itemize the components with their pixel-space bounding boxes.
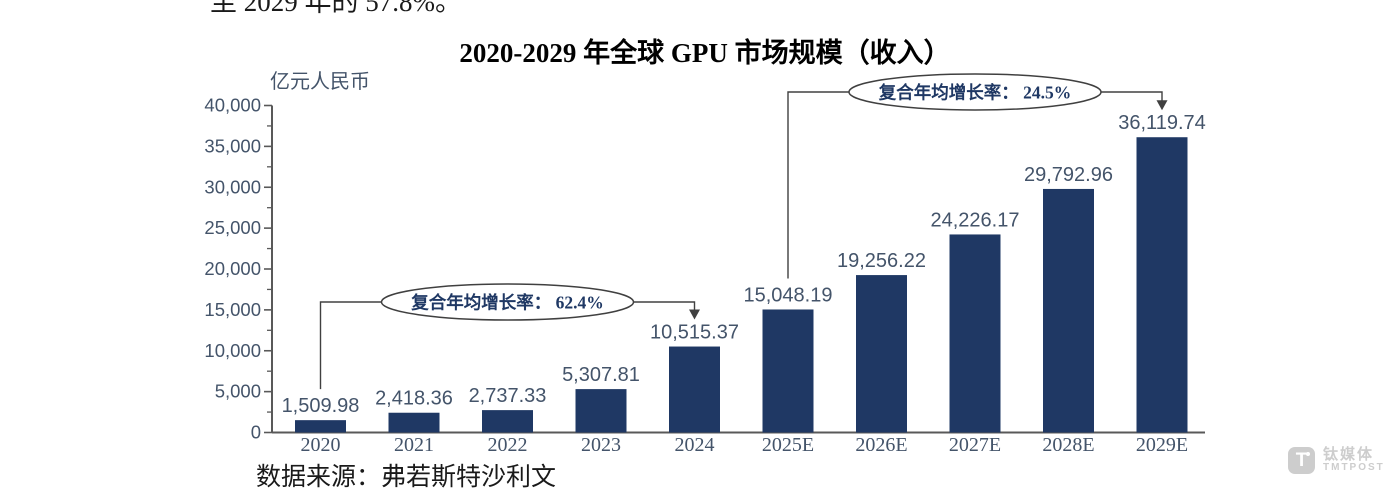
- watermark-cn: 钛媒体: [1323, 446, 1375, 463]
- bar-value-label-2025E: 15,048.19: [744, 284, 833, 306]
- x-category-label-2026E: 2026E: [855, 434, 907, 456]
- bar-value-label-2024: 10,515.37: [650, 322, 739, 344]
- logo-dot: [1306, 452, 1310, 456]
- bar-value-label-2028E: 29,792.96: [1024, 164, 1113, 186]
- x-category-label-2022: 2022: [488, 434, 528, 456]
- bar-value-label-2022: 2,737.33: [469, 385, 547, 407]
- y-tick-label: 25,000: [204, 217, 261, 238]
- bar-2024: [669, 346, 720, 433]
- annotation-ellipse: [380, 283, 635, 321]
- x-category-label-2024: 2024: [675, 434, 715, 456]
- watermark-text: 钛媒体 TMTPOST: [1323, 447, 1385, 474]
- bar-value-label-2026E: 19,256.22: [837, 250, 926, 272]
- x-category-label-2021: 2021: [394, 434, 434, 456]
- arrow-down-icon: [1156, 100, 1168, 111]
- y-tick-label: 20,000: [204, 258, 261, 279]
- bar-value-label-2027E: 24,226.17: [931, 209, 1020, 231]
- y-tick-label: 30,000: [204, 176, 261, 197]
- x-category-label-2020: 2020: [301, 434, 341, 456]
- x-category-label-2023: 2023: [581, 434, 621, 456]
- tmtpost-watermark: T 钛媒体 TMTPOST: [1288, 447, 1385, 474]
- data-source: 数据来源：弗若斯特沙利文: [256, 464, 557, 491]
- annotation-connector-right: [633, 301, 696, 312]
- cagr-annotation-1: 复合年均增长率： 62.4%: [319, 283, 700, 390]
- y-tick-label: 5,000: [215, 381, 261, 402]
- annotation-connector-right: [1101, 91, 1163, 103]
- bar-value-label-2020: 1,509.98: [282, 395, 360, 417]
- x-category-label-2025E: 2025E: [762, 434, 814, 456]
- bar-2022: [482, 410, 533, 433]
- bar-2029E: [1136, 137, 1188, 433]
- annotation-label: 复合年均增长率： 24.5%: [878, 83, 1072, 103]
- bar-value-label-2029E: 36,119.74: [1118, 112, 1206, 134]
- x-category-label-2027E: 2027E: [949, 434, 1001, 456]
- cagr-annotation-2: 复合年均增长率： 24.5%: [787, 73, 1168, 279]
- y-tick-label: 35,000: [204, 135, 261, 156]
- bar-value-label-2021: 2,418.36: [375, 388, 453, 410]
- y-axis-unit-label: 亿元人民币: [270, 70, 370, 93]
- bar-2026E: [856, 275, 907, 433]
- tmtpost-logo-icon: T: [1288, 447, 1315, 474]
- bar-2027E: [949, 234, 1001, 433]
- annotation-ellipse: [848, 73, 1102, 111]
- y-tick-label: 15,000: [204, 299, 261, 320]
- chart-title: 2020-2029 年全球 GPU 市场规模（收入）: [459, 38, 951, 68]
- bar-2028E: [1043, 188, 1094, 433]
- annotation-connector-left: [787, 91, 849, 279]
- clipped-paragraph: 至 2029 年的 57.8%。: [210, 0, 810, 18]
- x-category-label-2028E: 2028E: [1042, 434, 1094, 456]
- bar-2021: [388, 412, 440, 433]
- arrow-down-icon: [689, 309, 700, 320]
- y-tick-label: 10,000: [204, 340, 261, 361]
- y-tick-label: 40,000: [204, 95, 261, 116]
- bar-2025E: [762, 309, 814, 433]
- y-tick-label: 0: [251, 422, 261, 443]
- watermark-en: TMTPOST: [1323, 462, 1385, 473]
- bar-2020: [295, 420, 346, 433]
- clipped-paragraph-text: 至 2029 年的 57.8%。: [210, 0, 462, 17]
- bar-value-label-2023: 5,307.81: [562, 364, 640, 386]
- bar-2023: [575, 389, 627, 433]
- annotation-connector-left: [319, 301, 382, 390]
- x-category-label-2029E: 2029E: [1136, 434, 1188, 456]
- annotation-label: 复合年均增长率： 62.4%: [410, 293, 604, 313]
